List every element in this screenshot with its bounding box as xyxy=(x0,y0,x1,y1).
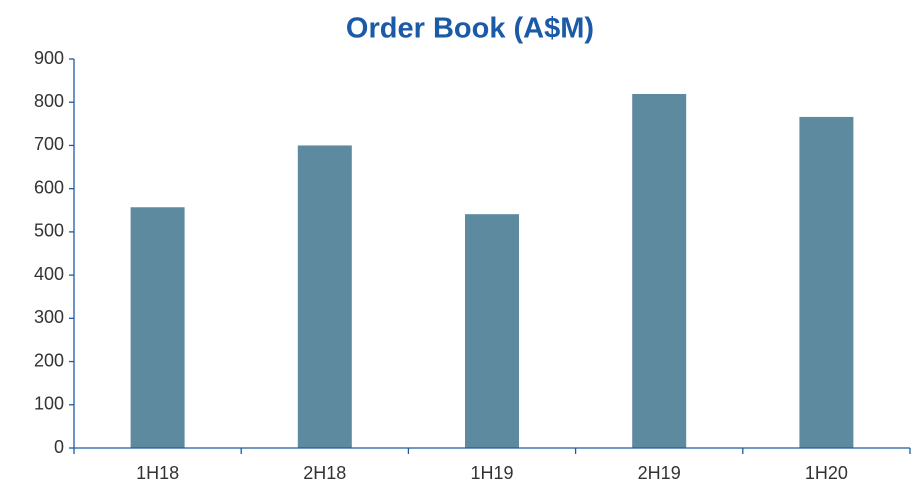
y-tick-label: 800 xyxy=(34,91,64,111)
y-tick-label: 500 xyxy=(34,221,64,241)
x-tick-label: 2H19 xyxy=(638,463,681,483)
y-tick-label: 200 xyxy=(34,350,64,370)
x-tick-label: 2H18 xyxy=(303,463,346,483)
y-tick-label: 900 xyxy=(34,48,64,68)
bar xyxy=(465,214,519,448)
x-tick-label: 1H19 xyxy=(470,463,513,483)
y-tick-label: 400 xyxy=(34,264,64,284)
chart-title: Order Book (A$M) xyxy=(346,13,594,45)
bar xyxy=(632,94,687,448)
bar xyxy=(130,207,185,448)
y-tick-label: 300 xyxy=(34,307,64,327)
y-tick-label: 100 xyxy=(34,394,64,414)
y-tick-label: 600 xyxy=(34,177,64,197)
y-tick-label: 700 xyxy=(34,134,64,154)
y-tick-label: 0 xyxy=(54,437,64,457)
bar xyxy=(297,145,352,448)
x-tick-label: 1H18 xyxy=(136,463,179,483)
bar xyxy=(799,116,854,448)
x-tick-label: 1H20 xyxy=(805,463,848,483)
